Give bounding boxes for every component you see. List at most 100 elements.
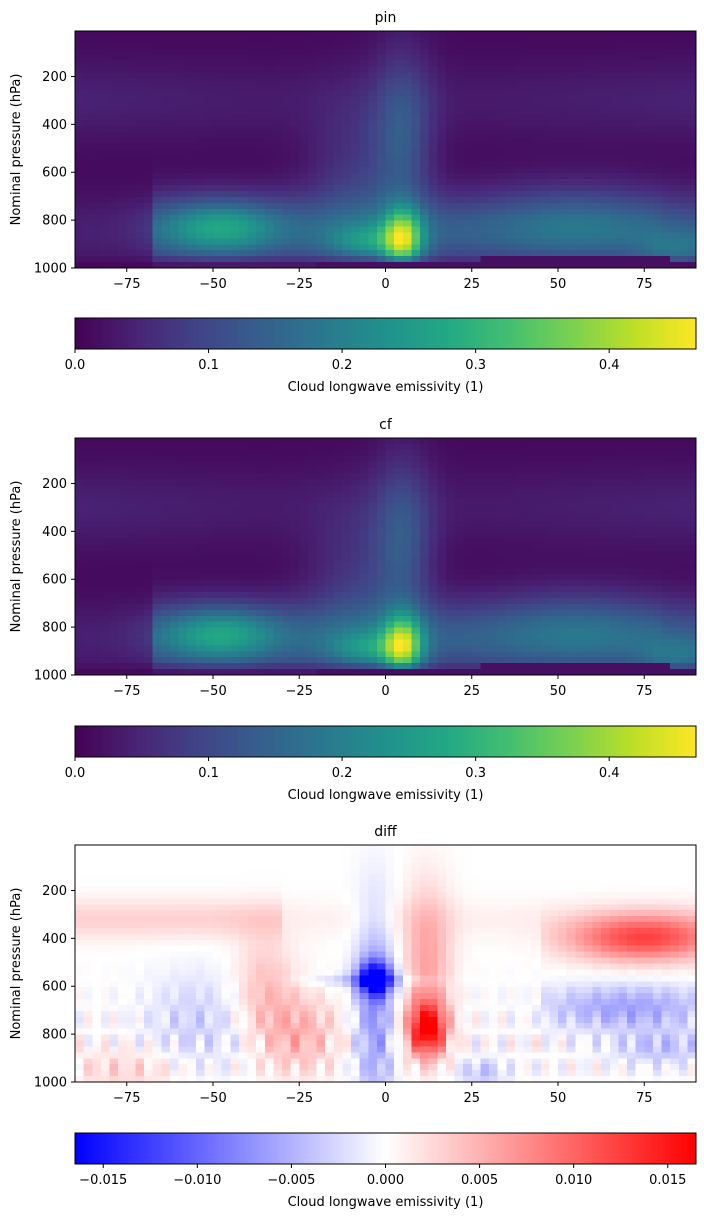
- heatmap-cell: [652, 84, 663, 91]
- heatmap-cell: [437, 639, 447, 646]
- heatmap-cell: [601, 167, 611, 174]
- heatmap-cell: [187, 621, 197, 629]
- colorbar-segment: [677, 318, 682, 349]
- heatmap-cell: [609, 202, 619, 210]
- heatmap-cell: [247, 669, 257, 676]
- heatmap-cell: [195, 645, 205, 652]
- heatmap-cell: [411, 639, 421, 646]
- heatmap-cell: [187, 78, 197, 85]
- heatmap-cell: [221, 84, 231, 91]
- heatmap-cell: [316, 108, 326, 115]
- colorbar-tick-label: 0.2: [332, 358, 353, 373]
- heatmap-cell: [333, 633, 343, 641]
- heatmap-cell: [558, 90, 568, 97]
- heatmap-cell: [402, 592, 412, 599]
- heatmap-cell: [135, 143, 145, 151]
- heatmap-cell: [351, 639, 361, 646]
- heatmap-cell: [463, 31, 473, 38]
- heatmap-cell: [83, 663, 93, 670]
- heatmap-cell: [299, 526, 309, 534]
- heatmap-cell: [463, 562, 473, 569]
- heatmap-cell: [169, 244, 180, 251]
- heatmap-cell: [178, 137, 188, 145]
- heatmap-cell: [135, 208, 145, 216]
- heatmap-cell: [109, 615, 119, 623]
- heatmap-cell: [471, 609, 481, 617]
- heatmap-cell: [230, 36, 240, 44]
- heatmap-cell: [394, 149, 404, 157]
- heatmap-cell: [92, 609, 102, 617]
- heatmap-cell: [221, 143, 231, 151]
- heatmap-cell: [238, 161, 249, 168]
- heatmap-cell: [75, 669, 85, 676]
- heatmap-cell: [540, 161, 550, 168]
- heatmap-cell: [670, 244, 680, 251]
- heatmap-cell: [549, 262, 559, 269]
- heatmap-cell: [480, 42, 490, 50]
- heatmap-cell: [307, 119, 318, 127]
- heatmap-cell: [445, 48, 456, 56]
- heatmap-cell: [325, 173, 335, 180]
- heatmap-cell: [445, 497, 456, 504]
- heatmap-cell: [75, 597, 85, 605]
- heatmap-cell: [635, 119, 645, 127]
- heatmap-cell: [238, 167, 249, 174]
- heatmap-cell: [368, 550, 378, 558]
- heatmap-cell: [169, 161, 180, 168]
- heatmap-cell: [126, 31, 136, 38]
- heatmap-cell: [290, 461, 300, 469]
- heatmap-cell: [420, 574, 430, 581]
- heatmap-cell: [670, 173, 680, 180]
- heatmap-cell: [187, 526, 197, 534]
- heatmap-cell: [195, 196, 205, 204]
- heatmap-cell: [506, 238, 516, 245]
- heatmap-cell: [118, 143, 128, 151]
- heatmap-cell: [100, 503, 111, 510]
- heatmap-cell: [273, 125, 283, 133]
- heatmap-cell: [428, 669, 438, 676]
- heatmap-cell: [256, 550, 266, 558]
- heatmap-cell: [644, 72, 654, 79]
- heatmap-cell: [299, 66, 309, 74]
- heatmap-cell: [187, 455, 197, 463]
- heatmap-cell: [187, 568, 197, 575]
- heatmap-cell: [213, 438, 223, 445]
- heatmap-cell: [592, 72, 602, 79]
- colorbar-segment: [487, 318, 492, 349]
- heatmap-cell: [489, 149, 499, 157]
- heatmap-cell: [635, 102, 645, 109]
- heatmap-cell: [83, 190, 93, 198]
- heatmap-cell: [83, 84, 93, 91]
- heatmap-cell: [161, 244, 171, 251]
- heatmap-cell: [75, 173, 85, 180]
- heatmap-cell: [92, 155, 102, 162]
- heatmap-cell: [376, 31, 387, 38]
- heatmap-cell: [497, 208, 507, 216]
- heatmap-cell: [463, 544, 473, 552]
- heatmap-cell: [135, 173, 145, 180]
- heatmap-cell: [428, 155, 438, 162]
- heatmap-cell: [394, 503, 404, 510]
- heatmap-cell: [445, 550, 456, 558]
- heatmap-cell: [549, 113, 559, 121]
- heatmap-cell: [678, 125, 688, 133]
- heatmap-cell: [195, 256, 205, 263]
- heatmap-cell: [368, 36, 378, 44]
- heatmap-cell: [428, 520, 438, 528]
- heatmap-cell: [161, 544, 171, 552]
- heatmap-cell: [566, 220, 576, 228]
- heatmap-cell: [135, 84, 145, 91]
- colorbar-segment: [354, 318, 359, 349]
- heatmap-cell: [411, 173, 421, 180]
- heatmap-cell: [126, 479, 136, 486]
- heatmap-cell: [126, 515, 136, 522]
- heatmap-cell: [195, 42, 205, 50]
- heatmap-cell: [445, 202, 456, 210]
- heatmap-cell: [169, 78, 180, 85]
- heatmap-cell: [195, 438, 205, 445]
- heatmap-cell: [445, 467, 456, 475]
- heatmap-cell: [454, 449, 464, 457]
- heatmap-cell: [376, 562, 387, 569]
- heatmap-cell: [92, 574, 102, 581]
- heatmap-cell: [394, 556, 404, 564]
